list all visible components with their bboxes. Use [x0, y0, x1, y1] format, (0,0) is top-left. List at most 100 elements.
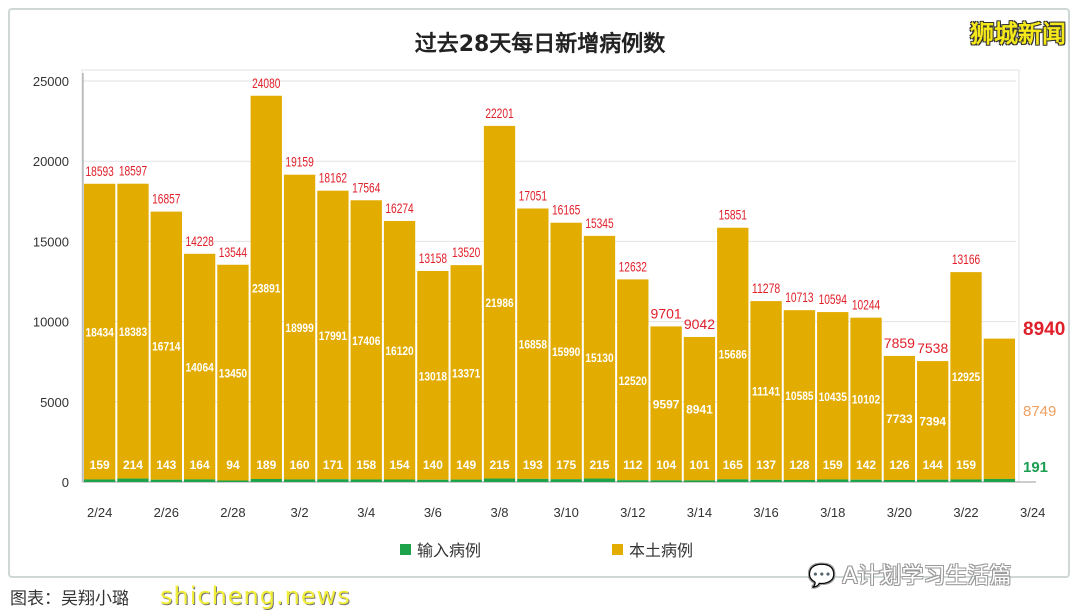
- local-label: 16858: [519, 338, 548, 352]
- bar-local: [983, 338, 1015, 479]
- bar-imported: [283, 479, 316, 482]
- local-label: 8749: [1023, 403, 1056, 420]
- total-label: 19159: [285, 154, 313, 170]
- bar-local: [817, 312, 849, 480]
- bar-local: [750, 301, 782, 480]
- local-label: 10102: [852, 393, 881, 407]
- local-label: 17406: [352, 334, 381, 348]
- x-tick-label: 3/20: [887, 505, 912, 520]
- y-tick-label: 10000: [33, 315, 69, 330]
- x-tick-label: 3/8: [490, 505, 508, 520]
- bar-local: [150, 211, 182, 480]
- total-label: 13166: [952, 251, 980, 267]
- wechat-icon: 💬: [808, 564, 836, 589]
- local-label: 9597: [653, 397, 680, 411]
- imported-label: 94: [226, 458, 240, 472]
- local-label: 7394: [919, 414, 946, 428]
- x-tick-label: 3/6: [424, 505, 442, 520]
- watermark-right: 💬 A计划学习生活篇: [808, 558, 1011, 590]
- bar-local: [84, 183, 116, 480]
- imported-label: 193: [523, 458, 543, 472]
- y-tick-label: 5000: [40, 395, 69, 410]
- imported-label: 143: [156, 458, 176, 472]
- imported-label: 171: [323, 458, 343, 472]
- bar-local: [417, 270, 449, 480]
- x-tick-label: 3/14: [687, 505, 712, 520]
- total-label: 18162: [319, 170, 347, 186]
- total-label: 13158: [419, 250, 447, 266]
- bar-local: [383, 220, 416, 480]
- total-label: 13520: [452, 244, 480, 260]
- bar-imported: [783, 479, 816, 482]
- bar-imported: [750, 479, 782, 482]
- bar-local: [617, 279, 649, 481]
- imported-label: 159: [90, 458, 110, 472]
- total-label: 18597: [119, 163, 147, 179]
- bar-imported: [183, 479, 216, 482]
- local-label: 13450: [219, 367, 248, 381]
- bar-local: [350, 200, 382, 480]
- bar-imported: [583, 478, 616, 482]
- total-label: 10713: [785, 289, 813, 305]
- total-label: 9042: [684, 316, 715, 332]
- bar-imported: [650, 480, 682, 482]
- local-label: 12520: [619, 374, 648, 388]
- local-label: 18434: [86, 326, 115, 340]
- bar-imported: [717, 479, 749, 482]
- bar-imported: [350, 479, 382, 482]
- total-label: 11278: [752, 280, 780, 296]
- local-label: 18383: [119, 325, 148, 339]
- total-label: 9701: [651, 305, 682, 321]
- bar-imported: [683, 480, 716, 482]
- local-label: 8941: [686, 403, 713, 417]
- bar-local: [517, 208, 549, 479]
- x-tick-label: 3/10: [554, 505, 579, 520]
- local-label: 15686: [719, 348, 748, 362]
- bar-imported: [383, 479, 416, 482]
- imported-label: 215: [589, 458, 609, 472]
- imported-label: 112: [623, 458, 643, 472]
- bar-imported: [483, 478, 516, 482]
- total-label: 13544: [219, 244, 247, 260]
- bar-imported: [883, 479, 916, 482]
- x-tick-label: 2/24: [87, 505, 112, 520]
- y-tick-label: 20000: [33, 154, 69, 169]
- local-label: 18999: [285, 321, 314, 335]
- bar-imported: [417, 479, 449, 482]
- imported-label: 158: [356, 458, 376, 472]
- legend-item-imported: 输入病例: [400, 537, 481, 561]
- bar-local: [850, 317, 882, 480]
- local-label: 7733: [886, 412, 913, 426]
- bar-local: [883, 355, 916, 480]
- local-label: 16120: [385, 344, 414, 358]
- bar-imported: [117, 478, 149, 482]
- imported-label: 214: [123, 458, 143, 472]
- total-label: 18593: [86, 163, 114, 179]
- x-tick-label: 2/28: [220, 505, 245, 520]
- imported-label: 215: [490, 458, 510, 472]
- legend-label-imported: 输入病例: [417, 541, 482, 560]
- bar-imported: [550, 479, 582, 482]
- x-tick-label: 3/4: [357, 505, 375, 520]
- bar-local: [250, 95, 282, 479]
- imported-label: 159: [956, 458, 976, 472]
- imported-label: 140: [423, 458, 443, 472]
- bar-imported: [983, 478, 1015, 482]
- bar-imported: [617, 480, 649, 482]
- legend-item-local: 本土病例: [612, 537, 693, 561]
- bar-imported: [950, 479, 982, 482]
- total-label: 16165: [552, 202, 580, 218]
- x-tick-label: 3/18: [820, 505, 845, 520]
- legend-swatch-local: [612, 543, 623, 555]
- local-label: 23891: [252, 281, 281, 295]
- total-label: 15851: [719, 207, 747, 223]
- local-label: 13018: [419, 369, 448, 383]
- imported-label: 142: [856, 458, 876, 472]
- total-label: 10594: [819, 291, 847, 307]
- bar-local: [217, 264, 249, 481]
- x-tick-label: 3/12: [620, 505, 645, 520]
- x-tick-label: 3/22: [953, 505, 978, 520]
- imported-label: 189: [256, 458, 276, 472]
- total-label: 16857: [152, 191, 180, 207]
- bar-imported: [150, 479, 182, 482]
